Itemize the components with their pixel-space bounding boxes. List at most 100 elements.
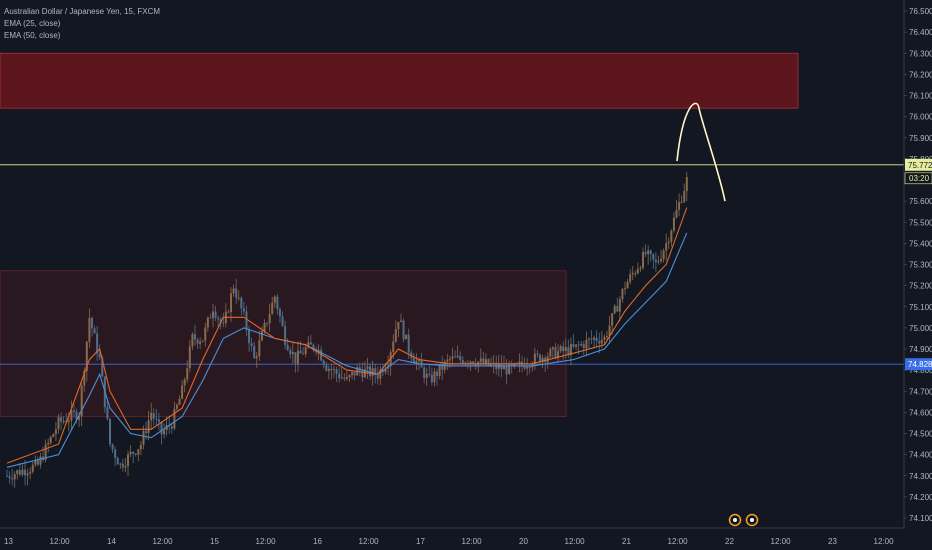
price-tick-label: 76.400 bbox=[909, 28, 932, 37]
time-tick-label: 17 bbox=[416, 537, 425, 546]
candle-body bbox=[363, 369, 366, 378]
candle-body bbox=[57, 417, 60, 430]
price-tick-label: 75.600 bbox=[909, 197, 932, 206]
candle-body bbox=[44, 444, 47, 460]
time-tick-label: 23 bbox=[828, 537, 837, 546]
candle-body bbox=[394, 329, 397, 342]
candle-body bbox=[291, 352, 294, 355]
candle-body bbox=[18, 470, 21, 475]
candle-body bbox=[685, 177, 688, 191]
time-tick-label: 21 bbox=[622, 537, 631, 546]
price-tick-label: 74.900 bbox=[909, 345, 932, 354]
candle-body bbox=[36, 459, 39, 465]
candle-body bbox=[170, 426, 173, 429]
candle-body bbox=[549, 349, 552, 357]
candle-body bbox=[127, 454, 130, 467]
candle-body bbox=[31, 464, 34, 472]
candle-body bbox=[438, 364, 441, 376]
candle-body bbox=[454, 356, 457, 358]
candle-body bbox=[21, 469, 24, 475]
candle-body bbox=[139, 444, 142, 450]
candle-body bbox=[338, 373, 341, 379]
time-tick-label: 13 bbox=[4, 537, 13, 546]
candle-body bbox=[26, 473, 29, 476]
current-price-badge: 75.772 bbox=[908, 161, 932, 170]
time-tick-label: 12:00 bbox=[668, 537, 689, 546]
candle-body bbox=[631, 273, 634, 275]
candle-body bbox=[88, 317, 91, 342]
candle-body bbox=[260, 331, 263, 341]
candle-body bbox=[500, 364, 503, 370]
candle-body bbox=[567, 347, 570, 356]
candle-body bbox=[518, 361, 521, 364]
candle-body bbox=[544, 357, 547, 362]
candle-body bbox=[235, 288, 238, 298]
candle-body bbox=[672, 217, 675, 231]
candle-body bbox=[397, 321, 400, 330]
candle-body bbox=[340, 377, 343, 379]
symbol-title[interactable]: Australian Dollar / Japanese Yen, 15, FX… bbox=[4, 7, 161, 16]
price-tick-label: 76.500 bbox=[909, 7, 932, 16]
candle-body bbox=[371, 368, 374, 377]
candle-body bbox=[618, 299, 621, 312]
candle-body bbox=[412, 358, 415, 363]
candle-body bbox=[85, 341, 88, 372]
candle-body bbox=[428, 373, 431, 375]
candle-body bbox=[299, 350, 302, 354]
candle-body bbox=[327, 368, 330, 371]
candle-body bbox=[52, 434, 55, 437]
candle-body bbox=[528, 366, 531, 368]
candle-body bbox=[430, 374, 433, 383]
candle-body bbox=[296, 350, 299, 364]
candle-body bbox=[580, 344, 583, 346]
candle-body bbox=[111, 444, 114, 450]
candle-body bbox=[335, 369, 338, 374]
support-level-badge: 74.828 bbox=[908, 360, 932, 369]
candle-body bbox=[415, 360, 418, 363]
candle-body bbox=[621, 288, 624, 300]
candle-body bbox=[183, 379, 186, 386]
candle-body bbox=[526, 366, 529, 369]
candle-body bbox=[121, 463, 124, 468]
candle-body bbox=[93, 328, 96, 334]
economic-event-dot bbox=[750, 518, 754, 522]
support-zone bbox=[0, 270, 567, 417]
ema50-legend[interactable]: EMA (50, close) bbox=[4, 31, 61, 40]
candle-body bbox=[196, 339, 199, 344]
candle-body bbox=[186, 368, 189, 380]
candle-body bbox=[253, 345, 256, 359]
ema25-legend[interactable]: EMA (25, close) bbox=[4, 19, 61, 28]
candle-body bbox=[649, 250, 652, 254]
candle-body bbox=[250, 343, 253, 346]
candle-body bbox=[603, 336, 606, 340]
candle-body bbox=[593, 337, 596, 340]
candle-body bbox=[240, 297, 243, 309]
candle-body bbox=[124, 466, 127, 468]
candle-body bbox=[132, 451, 135, 454]
candle-body bbox=[611, 313, 614, 326]
candle-body bbox=[513, 363, 516, 367]
candle-body bbox=[482, 358, 485, 364]
price-tick-label: 76.200 bbox=[909, 70, 932, 79]
candle-body bbox=[469, 361, 472, 364]
candle-body bbox=[173, 408, 176, 429]
chart-legend: Australian Dollar / Japanese Yen, 15, FX… bbox=[4, 6, 160, 42]
candle-body bbox=[109, 418, 111, 445]
candle-body bbox=[134, 453, 137, 455]
candle-body bbox=[642, 252, 645, 268]
candle-body bbox=[572, 344, 575, 347]
candle-body bbox=[150, 412, 153, 421]
price-tick-label: 76.300 bbox=[909, 49, 932, 58]
candle-body bbox=[446, 359, 449, 362]
time-tick-label: 14 bbox=[107, 537, 116, 546]
support-level-badge-bg bbox=[905, 358, 932, 371]
candle-body bbox=[60, 417, 63, 422]
candle-body bbox=[217, 318, 220, 320]
candle-body bbox=[557, 351, 560, 359]
candle-body bbox=[647, 250, 650, 255]
candle-body bbox=[129, 451, 132, 455]
candle-body bbox=[201, 340, 204, 342]
candle-body bbox=[273, 296, 276, 303]
time-tick-label: 20 bbox=[519, 537, 528, 546]
